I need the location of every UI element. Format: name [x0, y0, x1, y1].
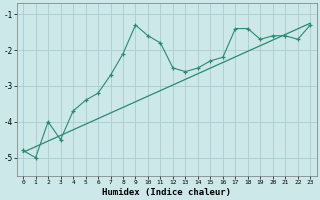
X-axis label: Humidex (Indice chaleur): Humidex (Indice chaleur) [102, 188, 231, 197]
